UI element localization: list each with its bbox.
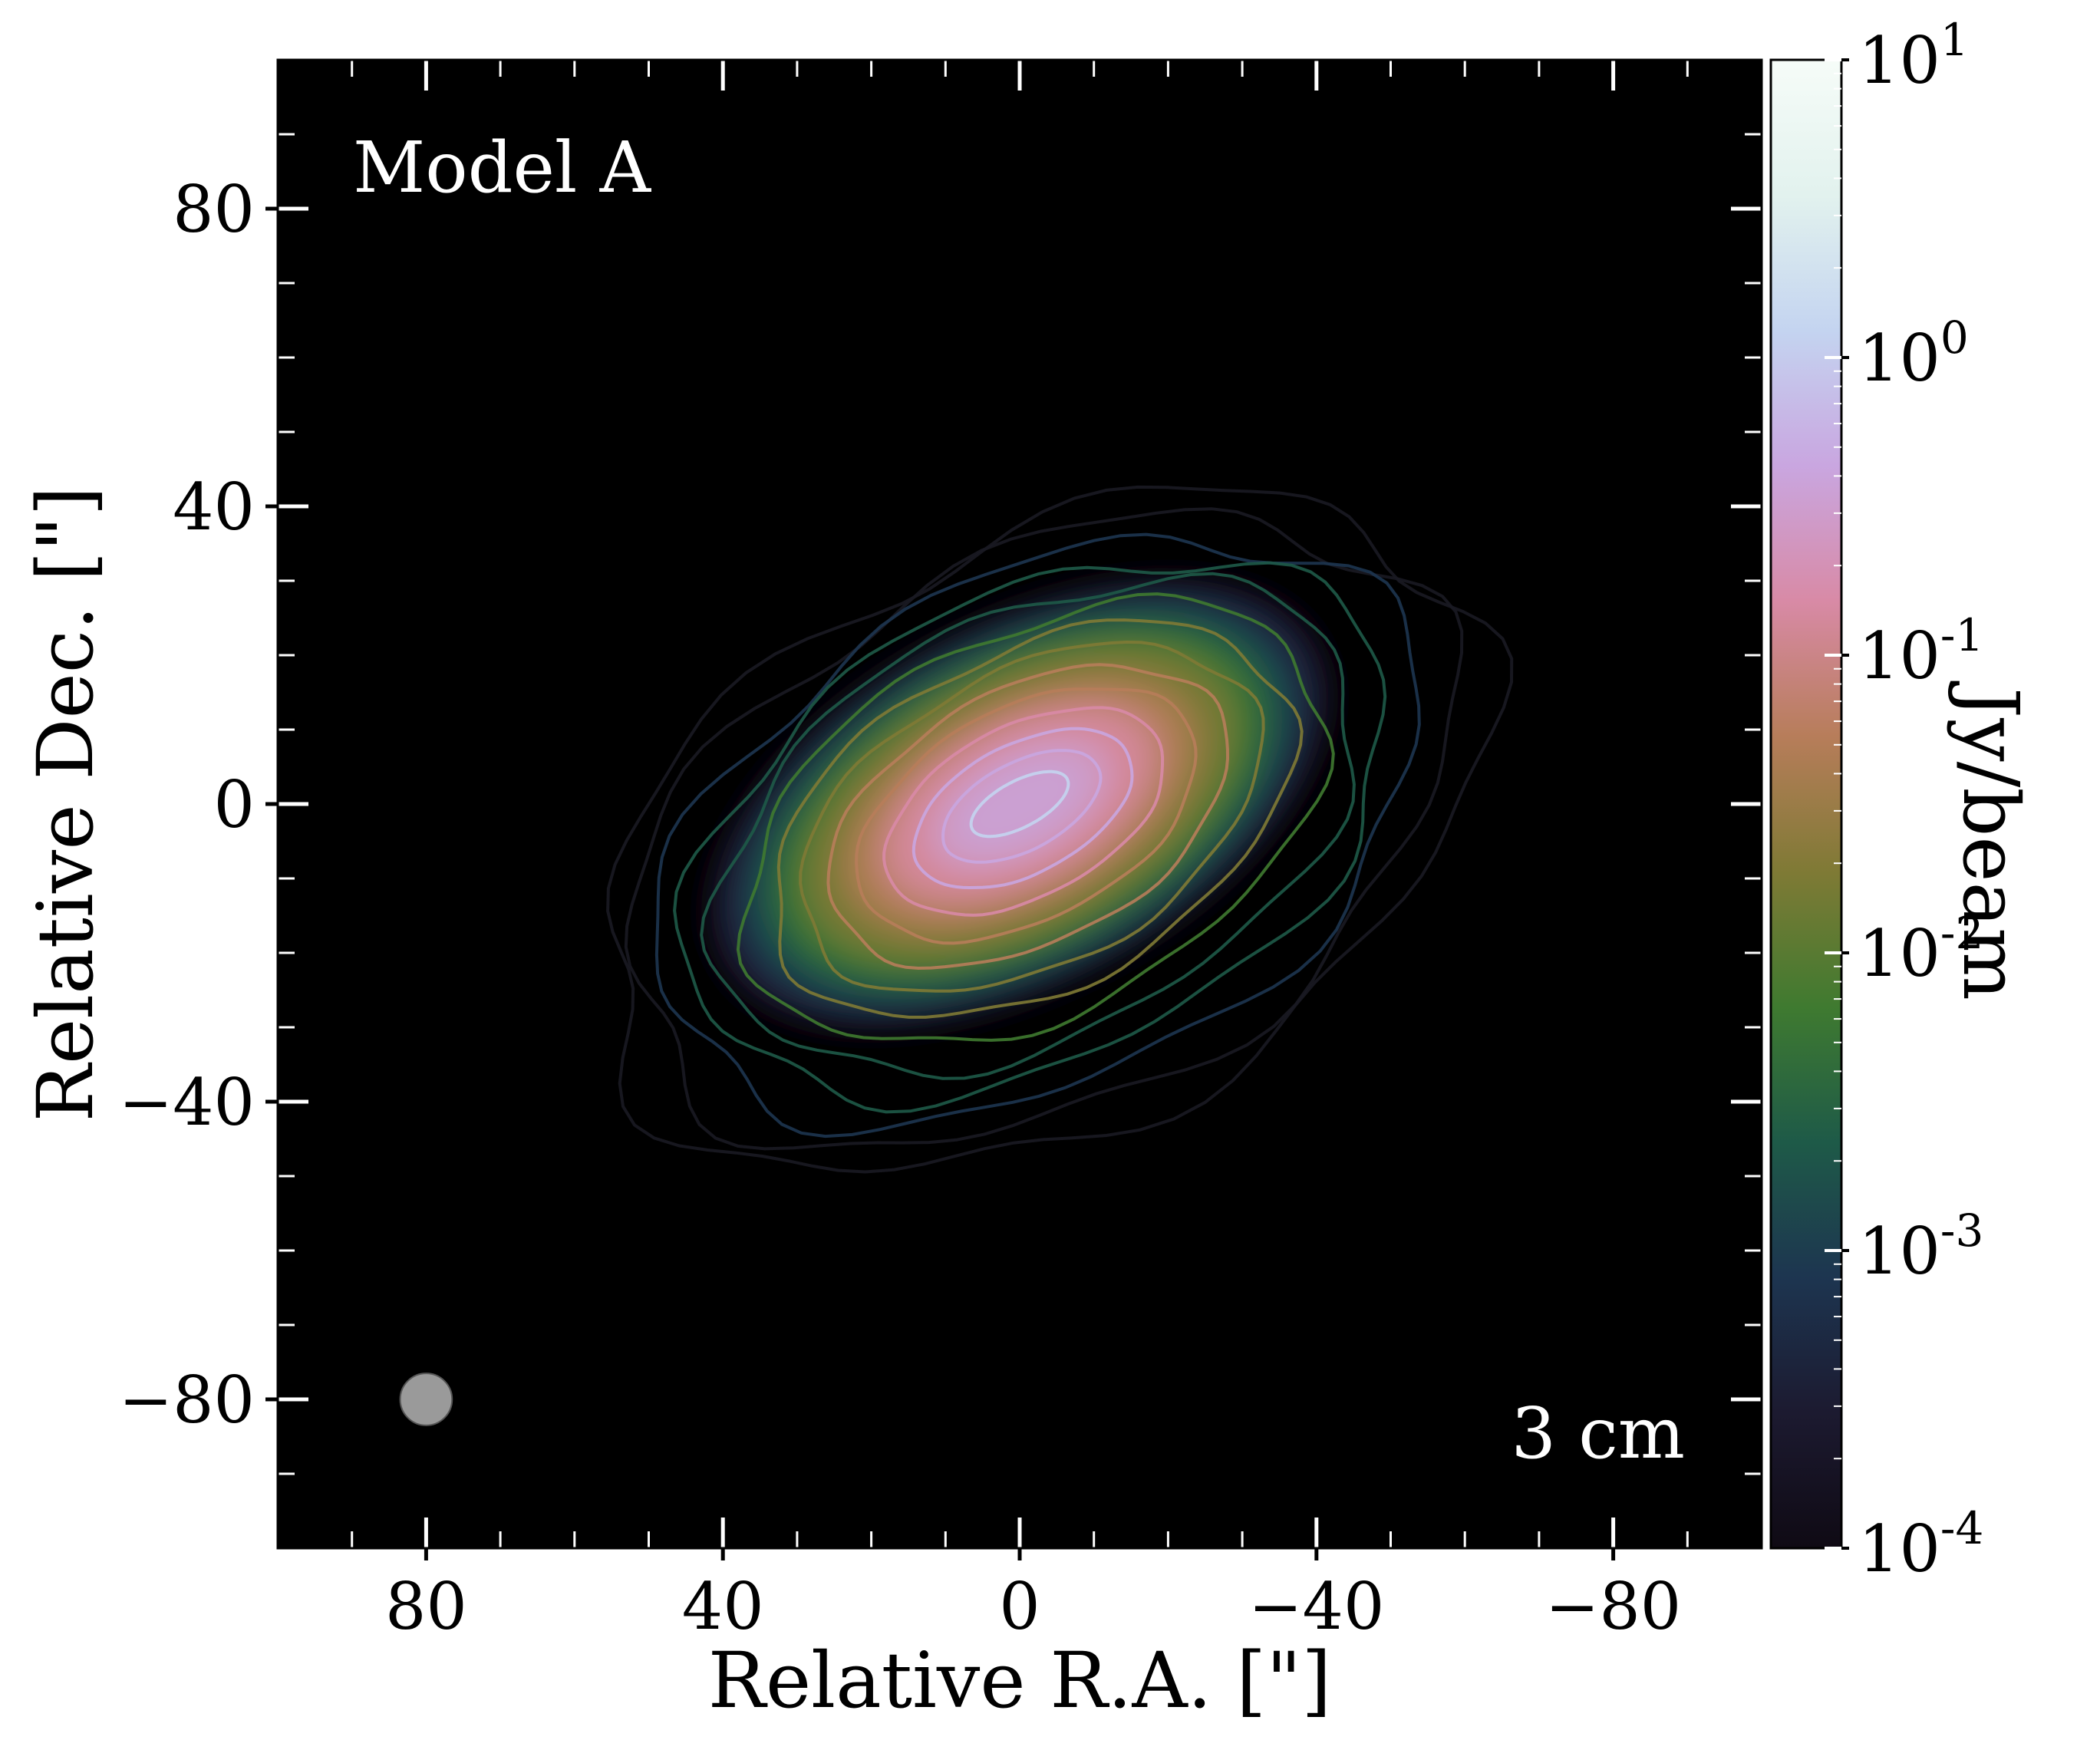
contour-line bbox=[736, 592, 1335, 1042]
colorbar-tick-label: 101 bbox=[1858, 14, 1969, 98]
contour-line bbox=[654, 532, 1421, 1139]
y-tick-label: 80 bbox=[173, 172, 255, 247]
contour-line bbox=[700, 572, 1356, 1080]
beam-ellipse bbox=[399, 1373, 453, 1426]
contour-line bbox=[882, 706, 1165, 917]
emission-level bbox=[956, 757, 1083, 851]
y-tick-label: 40 bbox=[173, 470, 255, 545]
colorbar-tick-label: 10-3 bbox=[1858, 1204, 1983, 1289]
x-tick-label: −80 bbox=[1545, 1569, 1681, 1644]
frame-ticks bbox=[265, 58, 1763, 1560]
colorbar-gradient bbox=[1769, 58, 1843, 1550]
contour-line bbox=[912, 727, 1134, 890]
x-tick-label: −40 bbox=[1248, 1569, 1384, 1644]
colorbar-label: Jy/beam bbox=[1946, 681, 2036, 1000]
plot-frame bbox=[276, 58, 1763, 1550]
y-tick-label: −40 bbox=[119, 1065, 255, 1140]
x-tick-label: 0 bbox=[999, 1569, 1040, 1644]
contour-line bbox=[941, 749, 1103, 864]
contour-line bbox=[624, 507, 1464, 1151]
colorbar-tick-label: 10-4 bbox=[1858, 1502, 1983, 1587]
colorbar-tick-label: 100 bbox=[1858, 311, 1969, 396]
contour-line bbox=[826, 663, 1230, 971]
y-tick-labels: 80 40 0 −40 −80 bbox=[119, 172, 255, 1438]
contour-line bbox=[799, 640, 1265, 993]
emission-map bbox=[702, 572, 1337, 1036]
x-tick-labels: 80 40 0 −40 −80 bbox=[385, 1569, 1681, 1644]
contour-line bbox=[606, 485, 1514, 1174]
x-axis-label: Relative R.A. ["] bbox=[708, 1636, 1332, 1725]
colorbar-tick-label: 10-1 bbox=[1858, 609, 1983, 694]
y-tick-label: −80 bbox=[119, 1363, 255, 1438]
contour-lines bbox=[606, 485, 1514, 1174]
contour-line bbox=[969, 769, 1070, 839]
contour-line bbox=[855, 687, 1198, 945]
colorbar-ticks: 101 100 10-1 10-2 10-3 10-4 bbox=[1825, 14, 1983, 1587]
y-axis-label: Relative Dec. ["] bbox=[21, 486, 110, 1122]
band-label: 3 cm bbox=[1511, 1392, 1685, 1475]
colorbar-tick-label: 10-2 bbox=[1858, 907, 1983, 991]
panel-label: Model A bbox=[353, 127, 652, 209]
contour-line bbox=[776, 618, 1304, 1019]
x-tick-label: 40 bbox=[682, 1569, 764, 1644]
y-tick-label: 0 bbox=[214, 767, 255, 842]
contour-line bbox=[673, 561, 1387, 1114]
x-tick-label: 80 bbox=[385, 1569, 467, 1644]
colorbar: 101 100 10-1 10-2 10-3 10-4 Jy/beam bbox=[1769, 14, 2036, 1587]
